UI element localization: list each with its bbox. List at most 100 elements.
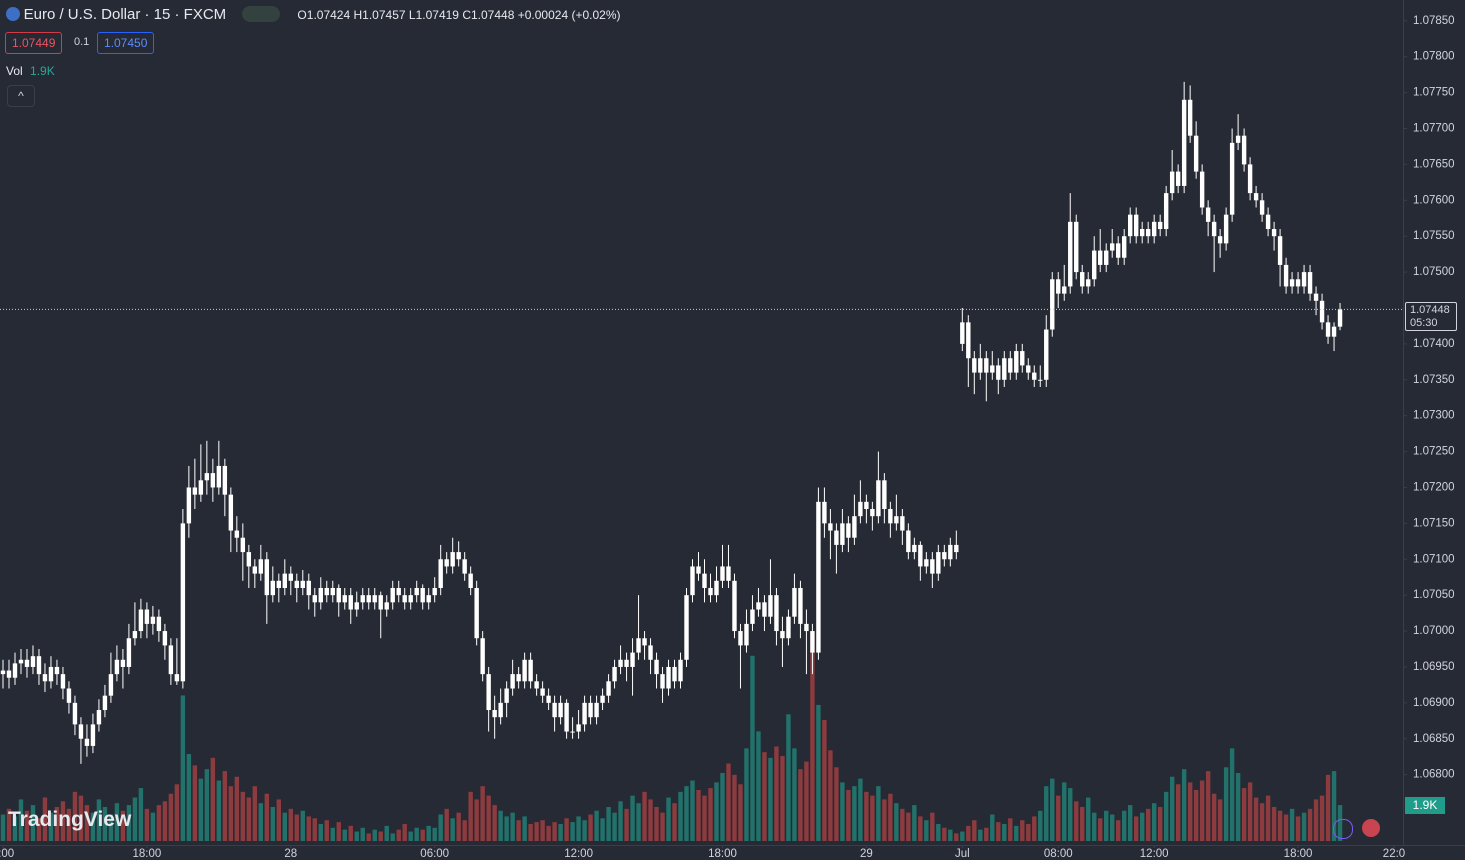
y-tick-label: 1.06900	[1413, 697, 1455, 709]
candle-body	[750, 609, 755, 624]
volume-bar	[642, 791, 647, 841]
volume-bar	[576, 816, 581, 841]
volume-bar	[996, 822, 1001, 841]
volume-bar	[636, 803, 641, 841]
y-tick-label: 1.06950	[1413, 661, 1455, 673]
volume-bar	[1092, 812, 1097, 841]
lightning-icon[interactable]	[1333, 819, 1353, 839]
candle-body	[498, 702, 503, 718]
volume-bar	[1139, 812, 1145, 841]
candle-body	[456, 552, 461, 560]
volume-bar	[1199, 780, 1205, 841]
volume-bar	[702, 795, 707, 841]
volume-bar	[414, 827, 419, 841]
volume-bar	[426, 825, 431, 841]
candle-body	[72, 702, 78, 725]
volume-bar	[858, 778, 863, 841]
volume-bar	[18, 799, 24, 841]
volume-bar	[90, 812, 96, 841]
volume-bar	[708, 788, 713, 841]
candle-body	[582, 702, 587, 725]
candle-body	[1056, 279, 1061, 294]
volume-bar	[1205, 771, 1211, 841]
candle-body	[36, 656, 42, 675]
candle-body	[480, 638, 485, 675]
volume-bar	[750, 655, 755, 841]
candle-body	[1241, 135, 1247, 165]
x-tick-label: 2:00	[0, 848, 14, 860]
candle-body	[102, 695, 108, 711]
candle-body	[156, 616, 162, 632]
candle-body	[912, 544, 917, 553]
volume-bar	[1086, 797, 1091, 841]
candle-body	[132, 631, 138, 639]
candle-body	[1104, 250, 1109, 265]
candle-body	[828, 523, 833, 531]
volume-bar	[1116, 820, 1121, 841]
volume-bar	[738, 784, 743, 841]
candle-body	[1229, 142, 1235, 215]
candle-body	[558, 702, 563, 718]
sell-button[interactable]: 1.07449	[5, 32, 63, 54]
volume-bar	[474, 799, 479, 841]
candle-body	[48, 666, 54, 682]
candle-body	[324, 587, 329, 596]
volume-bar	[1283, 814, 1289, 841]
volume-bar	[1014, 825, 1019, 841]
volume-bar	[1169, 776, 1175, 841]
volume-bar	[192, 765, 198, 841]
volume-bar	[1133, 816, 1139, 841]
candle-body	[234, 530, 240, 538]
volume-bar	[1259, 803, 1265, 841]
volume-bar	[1080, 806, 1085, 841]
candle-body	[762, 602, 767, 617]
volume-bar	[1056, 795, 1061, 841]
buy-button[interactable]: 1.07450	[97, 32, 155, 54]
candle-body	[816, 501, 821, 653]
market-status[interactable]	[241, 6, 280, 22]
volume-bar	[288, 808, 293, 841]
collapse-button[interactable]: ^	[7, 85, 35, 107]
candle-body	[870, 509, 875, 517]
candle-body	[1139, 229, 1145, 237]
candle-body	[900, 516, 905, 531]
volume-bar	[732, 774, 737, 841]
logo: TradingView	[8, 808, 132, 831]
volume-bar	[924, 820, 929, 841]
symbol[interactable]: Euro / U.S. Dollar · 15 · FXCM	[23, 6, 227, 23]
candle-body	[1307, 272, 1313, 294]
candle-body	[996, 365, 1001, 380]
volume-bar	[978, 829, 983, 841]
candle-body	[918, 544, 923, 567]
volume-bar	[162, 801, 168, 841]
volume-bar	[510, 812, 515, 841]
volume-legend: Vol 1.9K	[6, 64, 55, 78]
candle-body	[1014, 351, 1019, 373]
candle-body	[576, 724, 581, 732]
volume-bar	[270, 806, 276, 841]
volume-bar	[108, 814, 114, 841]
candle-body	[708, 587, 713, 596]
volume-bar	[444, 808, 449, 841]
volume-bar	[384, 825, 389, 841]
candle-body	[1050, 279, 1055, 330]
candle-body	[1008, 358, 1013, 373]
volume-bar	[840, 782, 845, 841]
volume-bar	[726, 763, 731, 841]
volume-bar	[6, 808, 12, 841]
volume-bar	[372, 829, 377, 841]
candle-body	[276, 580, 282, 588]
volume-bar	[342, 829, 347, 841]
ohlc-label: O	[297, 8, 307, 22]
volume-bar	[1319, 795, 1325, 841]
volume-bar	[222, 771, 228, 841]
symbol-row: Euro / U.S. Dollar · 15 · FXCM O1.07424 …	[6, 6, 620, 23]
flag-button[interactable]	[1362, 819, 1380, 837]
volume-bar	[204, 769, 210, 841]
volume-bar	[30, 805, 36, 841]
volume-bar	[678, 791, 683, 841]
volume-bar	[210, 757, 216, 841]
candle-body	[852, 516, 857, 538]
volume-bar	[252, 786, 258, 841]
volume-bar	[516, 820, 521, 841]
